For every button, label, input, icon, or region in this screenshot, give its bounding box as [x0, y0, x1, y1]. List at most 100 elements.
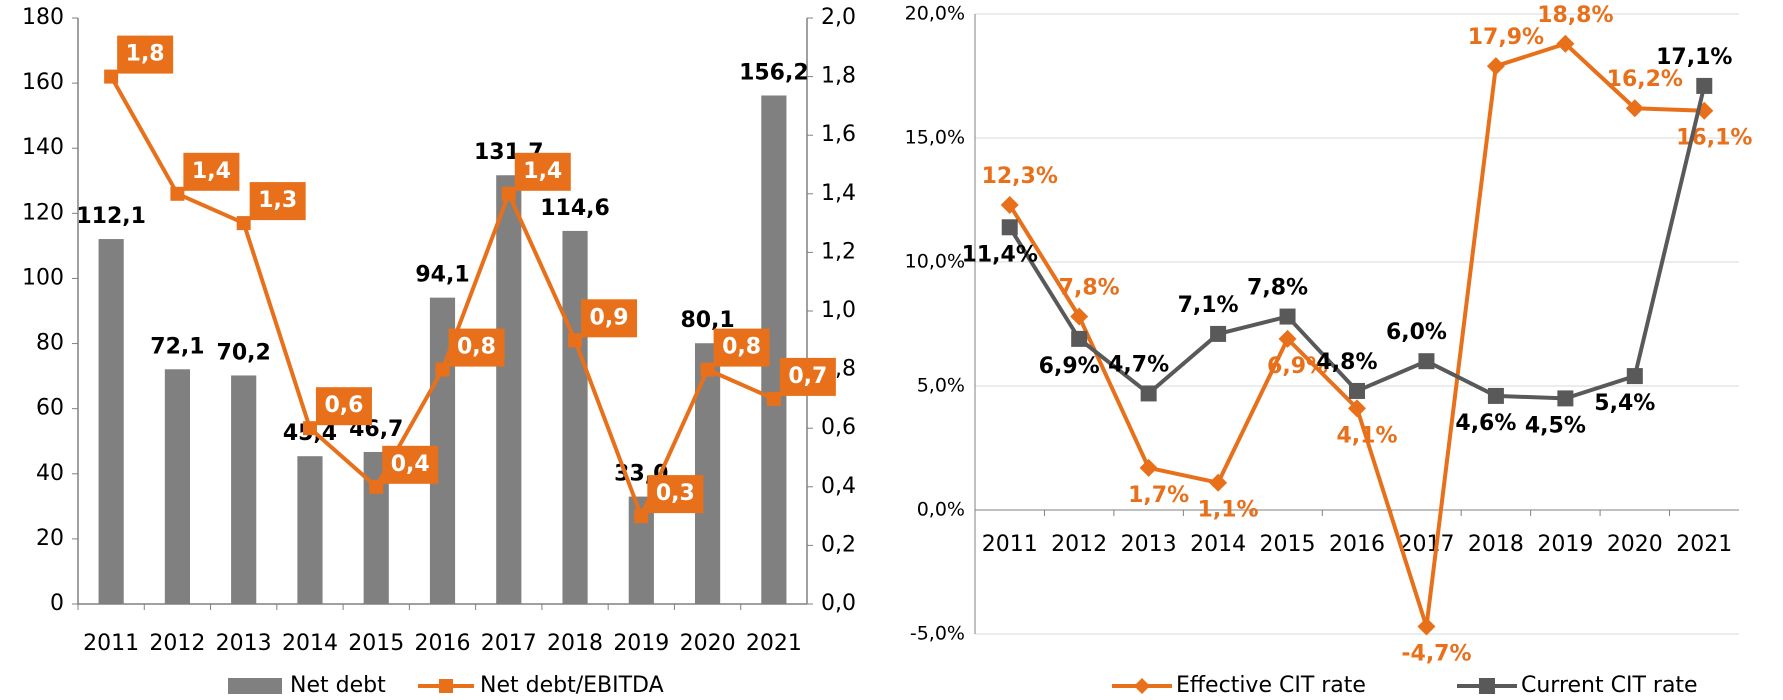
data-label: 4,5% — [1525, 413, 1586, 438]
x-tick-label: 2020 — [1607, 532, 1663, 557]
x-tick-label: 2015 — [348, 631, 404, 656]
data-label: 1,7% — [1128, 483, 1189, 508]
label-box — [581, 299, 638, 338]
marker — [1278, 329, 1297, 348]
data-label: -4,7% — [1401, 642, 1471, 667]
x-tick-label: 2019 — [1537, 532, 1593, 557]
marker — [1479, 678, 1495, 694]
y-tick-label: 180 — [22, 5, 64, 30]
y2-tick-label: 1,4 — [821, 181, 856, 206]
marker — [568, 333, 583, 348]
data-label: 0,8 — [457, 335, 496, 360]
data-label: 17,1% — [1656, 45, 1732, 70]
marker — [1070, 307, 1089, 326]
x-tick-label: 2013 — [216, 631, 272, 656]
label-box — [183, 152, 240, 191]
marker — [369, 479, 384, 494]
x-tick-label: 2021 — [746, 631, 802, 656]
label-box — [514, 152, 571, 191]
marker — [766, 391, 781, 406]
data-label: 4,7% — [1108, 352, 1169, 377]
label-box — [647, 475, 704, 514]
x-tick-label: 2019 — [613, 631, 669, 656]
data-label: 94,1 — [415, 263, 469, 288]
x-tick-label: 2013 — [1121, 532, 1177, 557]
y-tick-label: 120 — [22, 200, 64, 225]
y-tick-label: 80 — [36, 331, 64, 356]
y-tick-label: 20,0% — [905, 3, 965, 25]
legend-label: Effective CIT rate — [1176, 673, 1366, 698]
y-tick-label: 15,0% — [905, 127, 965, 149]
data-label: 72,1 — [150, 334, 204, 359]
marker — [236, 216, 251, 231]
data-label: 0,3 — [656, 481, 695, 506]
bar — [562, 230, 588, 604]
marker — [1071, 330, 1088, 347]
data-label: 114,6 — [540, 196, 610, 221]
data-label: 4,6% — [1455, 411, 1516, 436]
data-label: 4,1% — [1336, 423, 1397, 448]
marker — [1348, 399, 1366, 418]
data-label: 6,0% — [1386, 320, 1447, 345]
x-tick-label: 2011 — [83, 631, 139, 656]
x-tick-label: 2015 — [1260, 532, 1316, 557]
x-tick-label: 2021 — [1676, 532, 1732, 557]
legend-swatch — [228, 678, 282, 694]
marker — [700, 362, 715, 377]
marker — [1139, 458, 1158, 477]
data-label: 0,6 — [324, 393, 363, 418]
legend-label: Net debt/EBITDA — [480, 673, 664, 698]
data-label: 1,1% — [1198, 498, 1259, 523]
marker — [302, 421, 317, 436]
data-label: 5,4% — [1594, 391, 1655, 416]
legend-label: Current CIT rate — [1521, 673, 1698, 698]
data-label: 1,4 — [523, 159, 562, 184]
marker — [170, 186, 185, 201]
marker — [1134, 678, 1150, 694]
y-tick-label: 10,0% — [905, 251, 965, 273]
data-label: 0,4 — [391, 452, 430, 477]
data-label: 1,3 — [258, 188, 297, 213]
label-box — [117, 35, 174, 74]
data-label: 18,8% — [1537, 3, 1613, 28]
marker — [1557, 390, 1574, 407]
label-box — [382, 445, 439, 484]
y2-tick-label: 0,0 — [821, 591, 856, 616]
marker — [1486, 57, 1505, 76]
x-tick-label: 2018 — [1468, 532, 1524, 557]
x-tick-label: 2014 — [282, 631, 338, 656]
data-label: 6,9% — [1039, 354, 1100, 379]
marker — [435, 362, 450, 377]
y-tick-label: 100 — [22, 265, 64, 290]
data-label: 16,2% — [1607, 67, 1683, 92]
marker — [1625, 99, 1644, 118]
bar — [496, 175, 522, 604]
bar — [297, 456, 323, 604]
marker — [1210, 325, 1227, 342]
marker — [439, 679, 453, 693]
y-tick-label: 60 — [36, 396, 64, 421]
x-tick-label: 2016 — [415, 631, 471, 656]
x-tick-label: 2020 — [680, 631, 736, 656]
data-label: 112,1 — [76, 204, 146, 229]
marker — [1417, 617, 1436, 636]
data-label: 17,9% — [1468, 25, 1544, 50]
data-label: 7,8% — [1059, 276, 1120, 301]
y2-tick-label: 2,0 — [821, 5, 856, 30]
y-tick-label: 40 — [36, 461, 64, 486]
data-label: 1,4 — [192, 159, 231, 184]
y-tick-label: 0,0% — [917, 499, 965, 521]
marker — [1626, 368, 1643, 385]
x-tick-label: 2017 — [1398, 532, 1454, 557]
marker — [1696, 77, 1713, 94]
data-label: 4,8% — [1316, 350, 1377, 375]
data-label: 0,8 — [722, 335, 761, 360]
bar — [231, 375, 257, 604]
data-label: 70,2 — [217, 340, 271, 365]
data-label: 1,8 — [126, 42, 165, 67]
label-box — [713, 328, 770, 367]
label-box — [249, 182, 306, 221]
y2-tick-label: 0,4 — [821, 474, 856, 499]
x-tick-label: 2018 — [547, 631, 603, 656]
data-label: 7,1% — [1178, 293, 1239, 318]
